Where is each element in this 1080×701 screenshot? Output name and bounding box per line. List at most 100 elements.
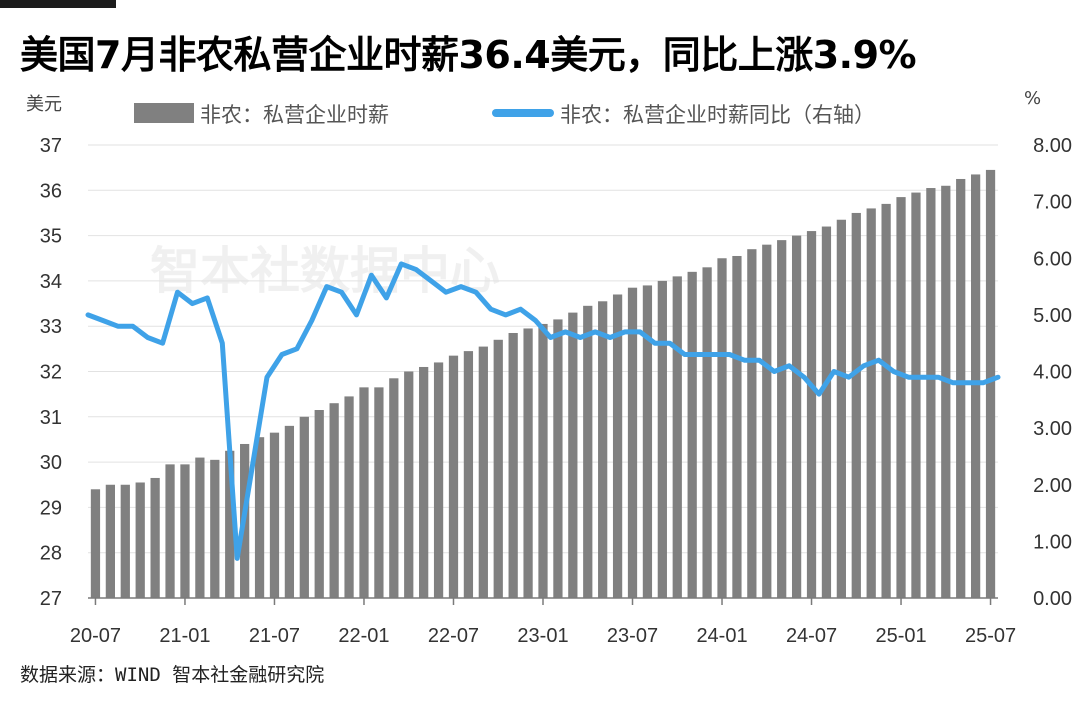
bar (553, 319, 563, 598)
legend-bar-label: 非农：私营企业时薪 (200, 103, 389, 127)
bar (970, 174, 981, 598)
right-tick-label: 7.00 (1033, 192, 1072, 214)
bar (762, 244, 772, 598)
bar (284, 425, 295, 598)
x-tick-label: 24-01 (696, 625, 747, 647)
right-tick-label: 0.00 (1033, 588, 1072, 610)
bar (896, 197, 906, 598)
x-tick-label: 25-01 (875, 625, 926, 647)
left-axis-unit: 美元 (26, 94, 62, 115)
legend-line-swatch (492, 109, 554, 117)
bar (90, 489, 101, 598)
left-tick-label: 28 (40, 543, 62, 565)
x-tick-label: 22-07 (428, 625, 479, 647)
bar (389, 378, 399, 598)
left-tick-label: 37 (40, 135, 62, 157)
x-tick-label: 21-07 (249, 625, 300, 647)
bar (747, 249, 757, 598)
bar (583, 305, 593, 598)
bar (448, 355, 459, 598)
bar (254, 437, 265, 598)
bar (463, 351, 474, 598)
bar (478, 346, 488, 598)
bar (329, 403, 339, 598)
bar (493, 339, 503, 598)
bar (866, 208, 876, 599)
bar (717, 258, 727, 598)
bar (150, 477, 160, 598)
bar (210, 459, 220, 598)
bar (433, 362, 444, 598)
bar (105, 484, 116, 598)
left-tick-label: 27 (40, 588, 62, 610)
bar (165, 464, 175, 598)
bar (419, 366, 429, 598)
left-tick-label: 31 (40, 407, 62, 429)
x-tick-label: 25-07 (965, 625, 1016, 647)
bar (180, 464, 190, 598)
bar (821, 226, 832, 599)
x-tick-label: 21-01 (159, 625, 210, 647)
bar (956, 178, 966, 598)
right-tick-label: 8.00 (1033, 135, 1072, 157)
bar (851, 212, 861, 598)
bar (508, 332, 518, 598)
right-tick-label: 5.00 (1033, 305, 1072, 327)
right-tick-label: 6.00 (1033, 248, 1072, 270)
yoy-series-line (85, 261, 1001, 561)
left-tick-label: 33 (40, 316, 62, 338)
bar (806, 231, 817, 598)
bar (538, 323, 548, 598)
bar (523, 328, 533, 598)
bar (777, 240, 787, 598)
bar (612, 294, 623, 598)
bar (836, 219, 846, 598)
x-tick-label: 24-07 (786, 625, 837, 647)
bar (732, 255, 742, 599)
bar (404, 371, 414, 598)
bar (344, 396, 354, 598)
left-tick-label: 36 (40, 180, 62, 202)
left-tick-label: 34 (40, 271, 62, 293)
x-tick-label: 20-07 (70, 625, 121, 647)
bar (135, 482, 145, 598)
bar (926, 188, 936, 598)
bar (299, 416, 309, 598)
left-tick-label: 32 (40, 362, 62, 384)
legend-bar-swatch (134, 103, 194, 123)
bar (791, 235, 802, 598)
bar (359, 387, 369, 598)
right-axis-unit: % (1024, 88, 1041, 109)
right-tick-label: 1.00 (1033, 531, 1072, 553)
right-tick-label: 3.00 (1033, 418, 1072, 440)
right-tick-label: 4.00 (1033, 362, 1072, 384)
bar (627, 287, 638, 598)
bar (941, 185, 951, 598)
top-accent-bar (0, 0, 116, 8)
left-tick-label: 35 (40, 226, 62, 248)
bar (657, 280, 667, 598)
bar (672, 276, 682, 598)
bar (881, 203, 891, 598)
left-tick-label: 29 (40, 497, 62, 519)
bar (314, 410, 324, 598)
x-tick-label: 22-01 (338, 625, 389, 647)
bar (225, 450, 235, 598)
x-tick-label: 23-07 (607, 625, 658, 647)
bar (195, 457, 205, 598)
bar (911, 192, 921, 598)
right-tick-label: 2.00 (1033, 475, 1072, 497)
bar (985, 169, 996, 599)
legend-line-label: 非农：私营企业时薪同比（右轴） (560, 103, 875, 127)
bar (702, 267, 712, 598)
bar (269, 432, 280, 598)
bar (642, 285, 653, 598)
data-source: 数据来源：WIND 智本社金融研究院 (20, 664, 325, 686)
bar (687, 271, 697, 598)
bar (374, 387, 384, 598)
bar (598, 301, 608, 598)
bar (120, 484, 130, 598)
chart-title: 美国7月非农私营企业时薪36.4美元，同比上涨3.9% (20, 33, 917, 77)
left-tick-label: 30 (40, 452, 62, 474)
